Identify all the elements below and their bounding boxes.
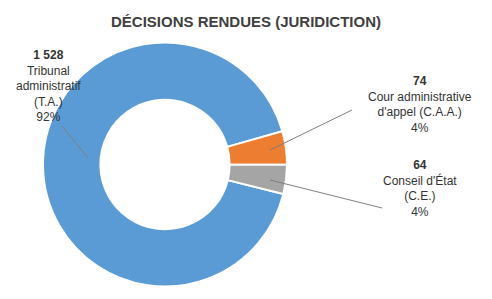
svg-text:DÉCISIONS RENDUES (JURIDICTION: DÉCISIONS RENDUES (JURIDICTION) — [111, 13, 381, 30]
svg-text:74Cour administratived'appel (: 74Cour administratived'appel (C.A.A.)4% — [368, 74, 472, 135]
svg-text:64Conseil d'État(C.E.)4%: 64Conseil d'État(C.E.)4% — [383, 158, 457, 219]
svg-text:1 528Tribunaladministratif(T.A: 1 528Tribunaladministratif(T.A.)92% — [16, 48, 81, 124]
